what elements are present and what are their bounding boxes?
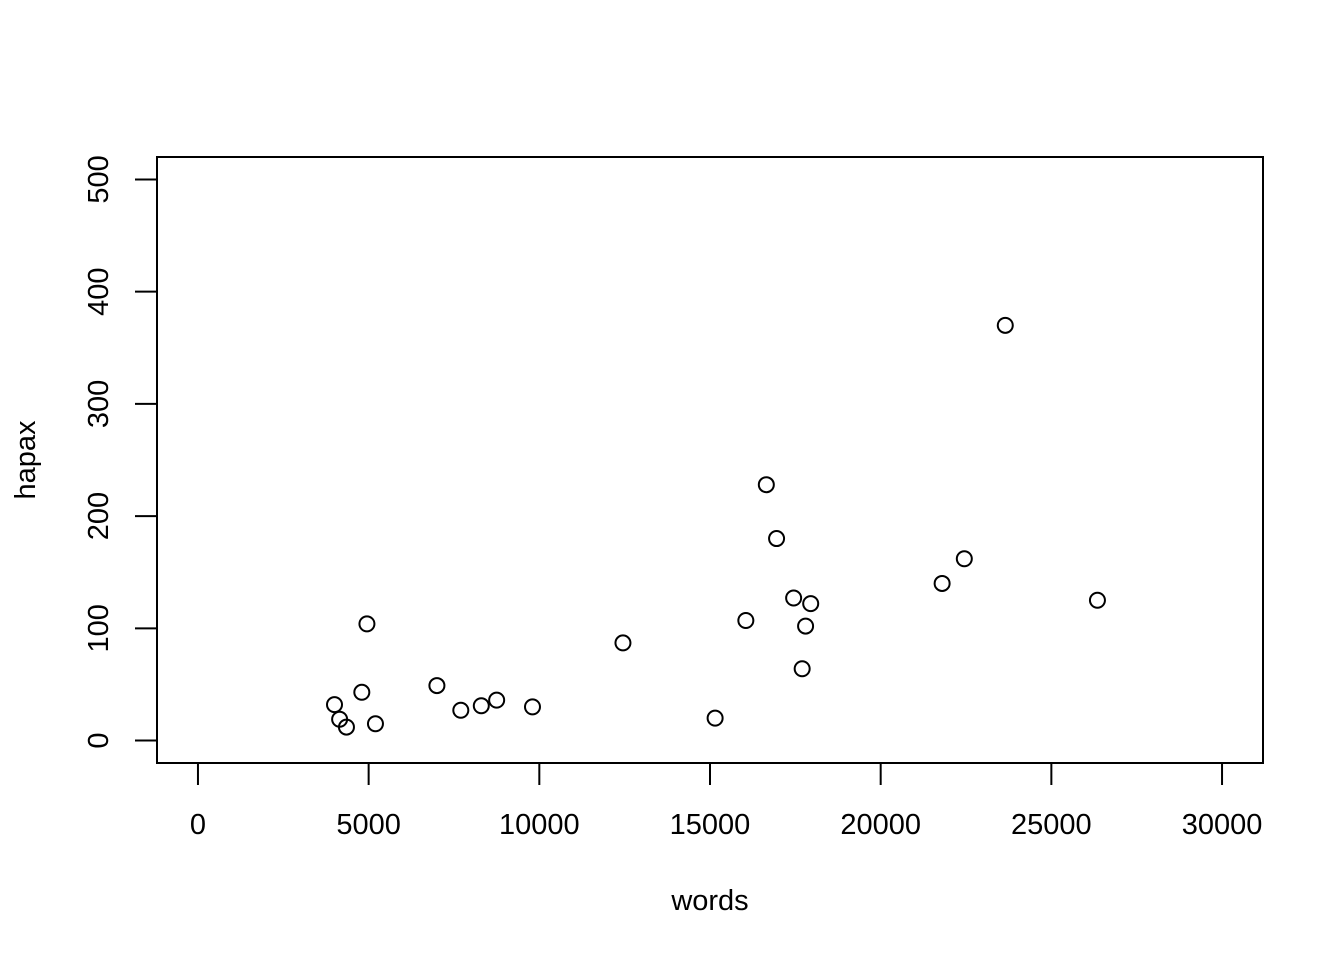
x-tick-label: 10000 <box>499 809 580 841</box>
data-point <box>366 715 384 733</box>
data-point <box>488 691 506 709</box>
data-point <box>358 615 376 633</box>
data-point <box>955 550 973 568</box>
data-point <box>337 718 355 736</box>
data-point <box>353 683 371 701</box>
data-point <box>933 574 951 592</box>
x-tick-label: 0 <box>190 809 206 841</box>
data-point <box>737 611 755 629</box>
data-points <box>326 316 1106 736</box>
y-tick-label: 300 <box>83 380 115 428</box>
data-point <box>706 709 724 727</box>
x-tick-label: 30000 <box>1182 809 1263 841</box>
data-point <box>793 660 811 678</box>
x-tick-label: 5000 <box>336 809 401 841</box>
data-point <box>797 617 815 635</box>
y-axis: 0 100 200 300 400 500 <box>83 155 158 749</box>
y-tick-label: 0 <box>83 732 115 748</box>
y-tick-label: 500 <box>83 155 115 203</box>
data-point <box>472 697 490 715</box>
data-point <box>768 530 786 548</box>
y-tick-label: 100 <box>83 604 115 652</box>
data-point <box>523 698 541 716</box>
data-point <box>996 316 1014 334</box>
y-tick-label: 400 <box>83 267 115 315</box>
x-axis-title: words <box>670 885 748 917</box>
x-tick-label: 15000 <box>670 809 751 841</box>
data-point <box>428 677 446 695</box>
data-point <box>452 701 470 719</box>
y-axis-title: hapax <box>10 420 42 500</box>
plot-frame <box>156 156 1264 764</box>
data-point <box>614 634 632 652</box>
y-tick-label: 200 <box>83 492 115 540</box>
x-tick-label: 25000 <box>1011 809 1092 841</box>
data-point <box>1088 591 1106 609</box>
data-point <box>802 595 820 613</box>
data-point <box>785 589 803 607</box>
data-point <box>757 476 775 494</box>
x-tick-label: 20000 <box>840 809 921 841</box>
data-point <box>326 696 344 714</box>
x-axis: 0 5000 10000 15000 20000 25000 30000 <box>190 762 1263 841</box>
